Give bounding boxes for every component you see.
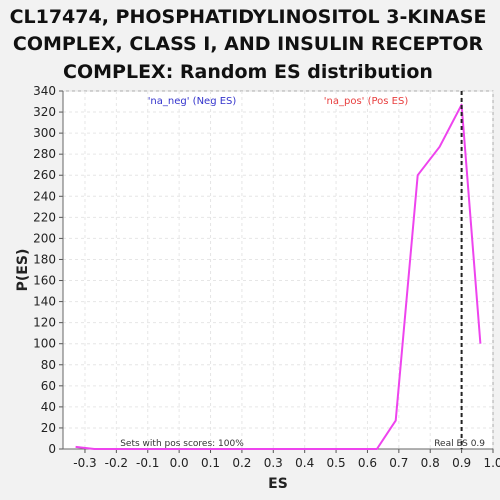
x-tick-label: 0.9 <box>452 456 471 470</box>
plot-area <box>62 90 494 450</box>
legend-entry-0: 'na_neg' (Neg ES) <box>148 96 237 107</box>
x-tick-label: 0.1 <box>201 456 220 470</box>
y-tick-label: 180 <box>33 252 56 266</box>
x-axis-label: ES <box>268 476 288 492</box>
annotations: 'na_neg' (Neg ES) 'na_pos' (Pos ES) Real E… <box>120 91 485 449</box>
y-tick-label: 100 <box>33 337 56 351</box>
y-tick-label: 240 <box>33 189 56 203</box>
x-tick-label: 0.8 <box>421 456 440 470</box>
y-tick-label: 280 <box>33 147 56 161</box>
y-tick-label: 120 <box>33 316 56 330</box>
pos-scores-note: Sets with pos scores: 100% <box>120 439 244 449</box>
legend-entry-1: 'na_pos' (Pos ES) <box>324 96 409 107</box>
y-tick-label: 260 <box>33 168 56 182</box>
y-tick-label: 60 <box>41 379 56 393</box>
x-tick-label: 0.6 <box>358 456 377 470</box>
x-tick-label: 0.3 <box>264 456 283 470</box>
y-tick-label: 0 <box>48 442 56 456</box>
chart-title: CL17474, PHOSPHATIDYLINOSITOL 3-KINASE C… <box>10 6 487 83</box>
x-tick-label: 0.2 <box>232 456 251 470</box>
x-tick-label: 0.0 <box>170 456 189 470</box>
x-tick-label: 0.5 <box>327 456 346 470</box>
x-tick-label: -0.2 <box>105 456 128 470</box>
y-axis-label: P(ES) <box>15 249 31 292</box>
x-tick-label: 0.7 <box>389 456 408 470</box>
y-tick-label: 220 <box>33 210 56 224</box>
y-tick-label: 140 <box>33 295 56 309</box>
x-tick-label: -0.1 <box>136 456 159 470</box>
x-tick-label: 0.4 <box>295 456 314 470</box>
chart-title-line-3: COMPLEX: Random ES distribution <box>63 61 433 83</box>
y-tick-label: 20 <box>41 421 56 435</box>
y-tick-label: 200 <box>33 231 56 245</box>
y-tick-label: 160 <box>33 274 56 288</box>
y-tick-label: 300 <box>33 126 56 140</box>
y-tick-label: 80 <box>41 358 56 372</box>
series-layer <box>75 103 482 450</box>
y-tick-label: 340 <box>33 84 56 98</box>
chart-title-line-2: COMPLEX, CLASS I, AND INSULIN RECEPTOR <box>13 33 484 55</box>
x-tick-label: 1.0 <box>483 456 500 470</box>
chart-title-line-1: CL17474, PHOSPHATIDYLINOSITOL 3-KINASE <box>10 6 487 28</box>
y-tick-label: 320 <box>33 105 56 119</box>
y-tick-label: 40 <box>41 400 56 414</box>
axes: 0 20 40 60 80 100 120 140 160 180 200 220 240 260 280 3… <box>33 84 500 470</box>
real-es-label: Real ES 0.9 <box>434 439 485 449</box>
series-line-1 <box>75 103 482 450</box>
x-tick-label: -0.3 <box>73 456 96 470</box>
